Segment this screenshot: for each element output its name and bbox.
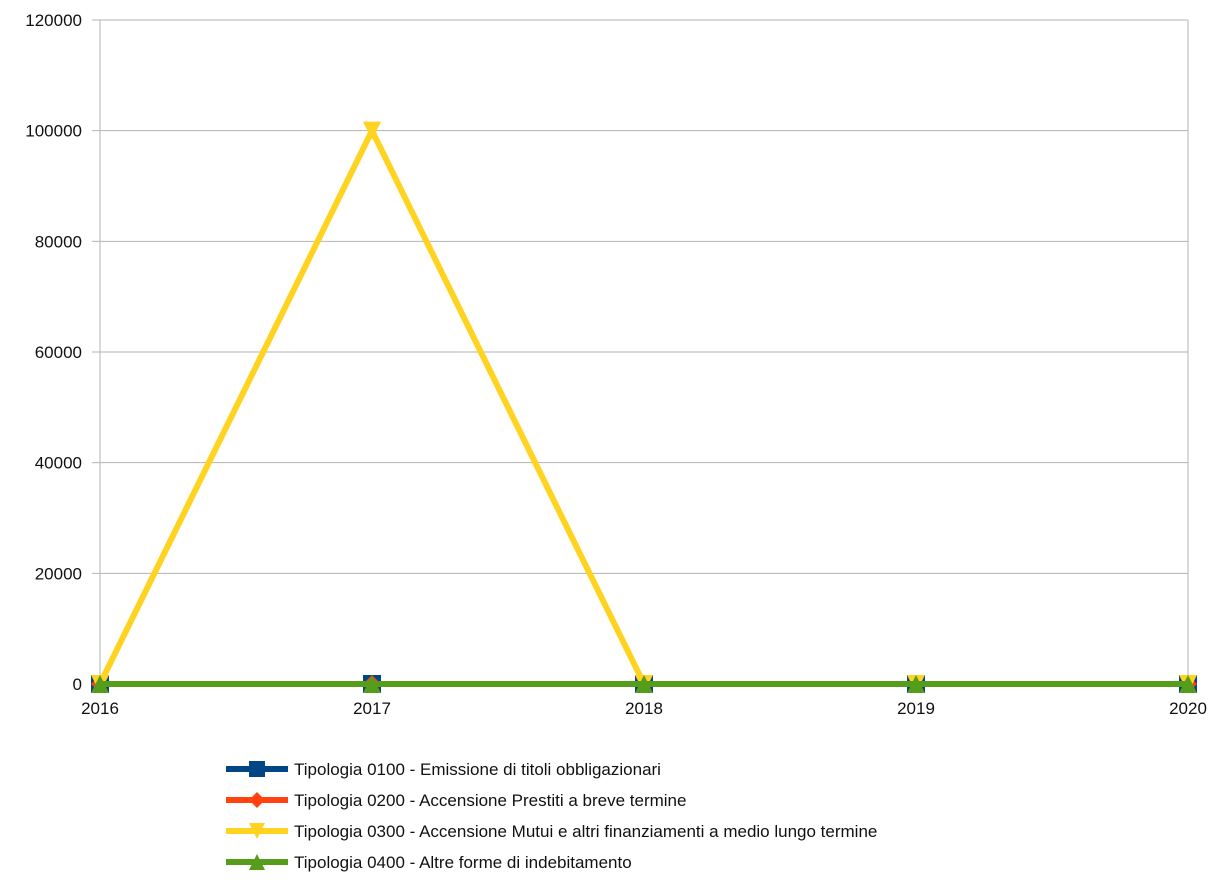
y-tick-label: 80000 bbox=[35, 232, 82, 251]
series-4 bbox=[91, 675, 1197, 693]
data-point bbox=[363, 675, 381, 693]
series-3 bbox=[91, 121, 1197, 693]
x-tick-label: 2016 bbox=[81, 699, 119, 718]
data-point bbox=[635, 675, 653, 693]
x-tick-label: 2020 bbox=[1169, 699, 1207, 718]
y-tick-label: 40000 bbox=[35, 454, 82, 473]
legend-item: Tipologia 0300 - Accensione Mutui e altr… bbox=[226, 822, 877, 841]
x-tick-label: 2017 bbox=[353, 699, 391, 718]
legend-marker bbox=[249, 792, 265, 808]
legend: Tipologia 0100 - Emissione di titoli obb… bbox=[226, 760, 877, 872]
legend-label: Tipologia 0400 - Altre forme di indebita… bbox=[294, 853, 632, 872]
series-line bbox=[97, 123, 1188, 687]
legend-marker bbox=[249, 761, 265, 777]
series-lines bbox=[91, 121, 1197, 693]
data-point bbox=[1179, 675, 1197, 693]
y-axis-ticks: 0 20000 40000 60000 80000 100000 120000 bbox=[25, 11, 100, 694]
legend-marker bbox=[249, 854, 265, 870]
data-point bbox=[907, 675, 925, 693]
legend-item: Tipologia 0400 - Altre forme di indebita… bbox=[226, 853, 632, 872]
legend-label: Tipologia 0100 - Emissione di titoli obb… bbox=[294, 760, 661, 779]
y-tick-label: 100000 bbox=[25, 122, 82, 141]
y-tick-label: 0 bbox=[73, 675, 82, 694]
x-tick-label: 2018 bbox=[625, 699, 663, 718]
legend-item: Tipologia 0200 - Accensione Prestiti a b… bbox=[226, 791, 686, 810]
x-axis-ticks: 2016 2017 2018 2019 2020 bbox=[81, 684, 1207, 718]
data-point bbox=[363, 121, 381, 140]
legend-label: Tipologia 0300 - Accensione Mutui e altr… bbox=[294, 822, 877, 841]
legend-item: Tipologia 0100 - Emissione di titoli obb… bbox=[226, 760, 661, 779]
x-tick-label: 2019 bbox=[897, 699, 935, 718]
y-tick-label: 60000 bbox=[35, 343, 82, 362]
y-tick-label: 20000 bbox=[35, 564, 82, 583]
gridlines bbox=[100, 19, 1188, 574]
data-point bbox=[91, 675, 109, 693]
legend-label: Tipologia 0200 - Accensione Prestiti a b… bbox=[294, 791, 686, 810]
legend-marker bbox=[249, 823, 265, 839]
y-tick-label: 120000 bbox=[25, 11, 82, 30]
